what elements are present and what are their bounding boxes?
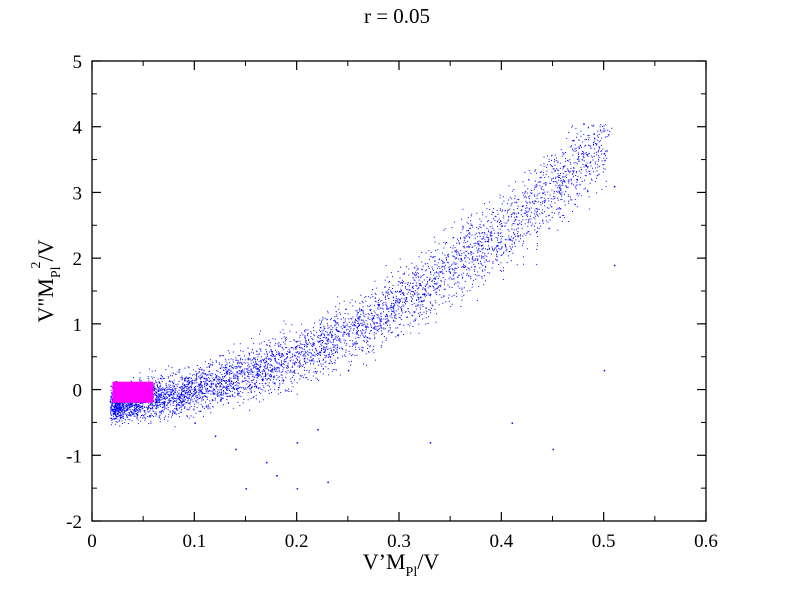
y-axis-label-main: V"M [33, 278, 58, 322]
magenta-region [112, 381, 154, 403]
scatter-point [593, 133, 595, 135]
x-tick-label: 0.3 [387, 531, 411, 552]
scatter-point [225, 366, 227, 369]
plot-area [109, 123, 616, 490]
scatter-point [603, 369, 606, 372]
scatter-point [306, 343, 309, 346]
scatter-point [583, 123, 585, 125]
scatter-point [204, 373, 207, 375]
y-axis-label-superscript: 2 [29, 261, 44, 268]
scatter-point [194, 422, 196, 424]
y-tick-label: 2 [73, 249, 83, 270]
x-axis-label-subscript: Pl [406, 565, 418, 580]
y-axis-ticks: -2 -1 0 1 2 3 4 5 [66, 52, 706, 533]
scatter-point [399, 291, 401, 293]
scatter-point [296, 442, 299, 444]
scatter-cloud [109, 124, 613, 428]
y-axis-label-subscript: Pl [49, 266, 64, 278]
scatter-point [265, 461, 268, 464]
scatter-point [613, 264, 616, 267]
scatter-point [184, 379, 186, 382]
scatter-point [296, 488, 299, 490]
scatter-point [572, 139, 575, 142]
y-axis-label-tail: /V [33, 239, 58, 261]
scatter-point [235, 448, 237, 451]
scatter-point [347, 369, 350, 372]
scatter-point [460, 258, 462, 260]
scatter-point [552, 448, 554, 451]
x-tick-label: 0.2 [285, 531, 309, 552]
x-axis-label: V’MPl/V [363, 549, 440, 580]
scatter-point [480, 245, 483, 247]
scatter-point [613, 185, 616, 188]
chart-title: r = 0.05 [364, 4, 430, 28]
scatter-point [439, 271, 442, 273]
scatter-point [358, 317, 360, 319]
scatter-point [327, 481, 329, 484]
x-axis-ticks: 0 0.1 0.2 0.3 0.4 0.5 0.6 [87, 61, 718, 552]
x-axis-label-tail: /V [417, 549, 439, 574]
scatter-point [501, 225, 503, 227]
x-axis-label-main: V’M [363, 549, 406, 574]
scatter-point [163, 402, 166, 405]
scatter-point [378, 304, 381, 306]
y-tick-label: 0 [73, 381, 83, 402]
scatter-point [173, 412, 176, 415]
y-tick-label: -1 [66, 446, 82, 467]
y-tick-label: 3 [73, 183, 83, 204]
x-tick-label: 0 [87, 531, 97, 552]
scatter-point [153, 389, 155, 392]
scatter-point [603, 153, 606, 155]
scatter-point [562, 166, 565, 168]
scatter-point [337, 330, 340, 332]
scatter-point [286, 353, 288, 355]
y-axis-label: V"MPl 2/V [29, 239, 64, 322]
scatter-point [511, 422, 514, 424]
scatter-point [214, 435, 217, 438]
scatter-point [419, 284, 421, 286]
y-tick-label: 4 [73, 118, 83, 139]
scatter-point [255, 363, 258, 365]
scatter-point [245, 488, 247, 490]
y-tick-label: -2 [66, 512, 82, 533]
x-tick-label: 0.6 [694, 531, 718, 552]
scatter-point [542, 192, 544, 194]
scatter-point [429, 442, 432, 444]
y-tick-label: 5 [73, 52, 83, 73]
scatter-point [317, 429, 319, 431]
y-tick-label: 1 [73, 315, 83, 336]
scatter-point [521, 205, 524, 208]
scatter-point [276, 475, 278, 477]
x-tick-label: 0.4 [489, 531, 513, 552]
x-tick-label: 0.5 [592, 531, 616, 552]
x-tick-label: 0.1 [182, 531, 206, 552]
